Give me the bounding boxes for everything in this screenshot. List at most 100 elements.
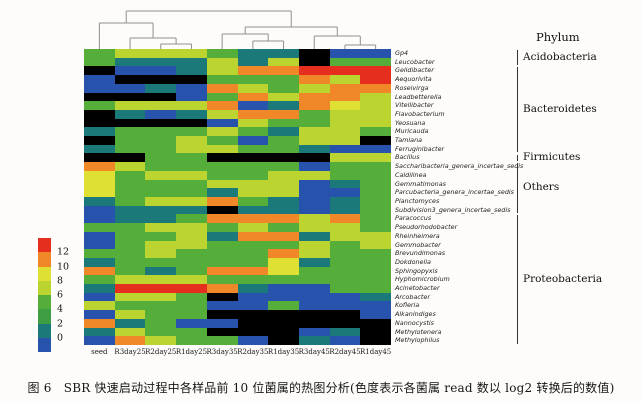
heatmap-cell — [176, 292, 208, 302]
heatmap-cell — [176, 162, 208, 172]
heatmap-cell — [84, 127, 116, 137]
heatmap-cell — [268, 327, 300, 337]
heatmap-cell — [114, 257, 146, 267]
heatmap-cell — [145, 223, 177, 233]
heatmap-cell — [237, 336, 269, 346]
heatmap-cell — [176, 275, 208, 285]
heatmap-cell — [114, 327, 146, 337]
legend-color-band — [38, 323, 51, 339]
legend-color-band — [38, 252, 51, 267]
genus-label: Kofleria — [395, 301, 420, 310]
heatmap-cell — [206, 336, 238, 346]
legend-color-band — [38, 295, 51, 310]
heatmap-cell — [237, 92, 269, 102]
genus-label: Leucobacter — [395, 57, 435, 66]
phylum-label: Bacteroidetes — [523, 102, 597, 115]
heatmap-cell — [145, 257, 177, 267]
heatmap-cell — [176, 101, 208, 111]
heatmap-cell — [298, 127, 330, 137]
heatmap-cell — [298, 284, 330, 294]
genus-label: Sphingopyxis — [395, 266, 438, 275]
heatmap-cell — [329, 301, 361, 311]
sample-label: R3day25 — [114, 348, 146, 356]
heatmap-cell — [329, 188, 361, 198]
heatmap-cell — [114, 57, 146, 67]
heatmap-cell — [237, 327, 269, 337]
heatmap-cell — [237, 301, 269, 311]
heatmap-cell — [268, 310, 300, 320]
heatmap-cell — [360, 83, 392, 93]
heatmap-cell — [298, 275, 330, 285]
heatmap-cell — [360, 109, 392, 119]
heatmap-cell — [145, 57, 177, 67]
heatmap-cell — [360, 292, 392, 302]
heatmap-cell — [329, 144, 361, 154]
heatmap-cell — [298, 66, 330, 76]
heatmap-cell — [298, 101, 330, 111]
heatmap-cell — [360, 336, 392, 346]
heatmap-cell — [114, 136, 146, 146]
heatmap-cell — [145, 310, 177, 320]
heatmap-cell — [206, 136, 238, 146]
heatmap-cell — [145, 292, 177, 302]
heatmap-cell — [298, 301, 330, 311]
heatmap-cell — [329, 214, 361, 224]
genus-label: Paracoccus — [395, 214, 432, 223]
heatmap-cell — [329, 127, 361, 137]
heatmap-cell — [237, 66, 269, 76]
heatmap-cell — [360, 188, 392, 198]
genus-label: Methylotenera — [395, 327, 442, 336]
heatmap-cell — [360, 310, 392, 320]
heatmap-cell — [329, 266, 361, 276]
heatmap-cell — [114, 336, 146, 346]
heatmap-cell — [206, 301, 238, 311]
heatmap-cell — [84, 57, 116, 67]
genus-label: Hyphomicrobium — [395, 275, 450, 284]
heatmap-cell — [237, 240, 269, 250]
heatmap-cell — [360, 92, 392, 102]
heatmap-cell — [176, 205, 208, 215]
heatmap-cell — [237, 170, 269, 180]
heatmap-cell — [145, 266, 177, 276]
heatmap-cell — [84, 249, 116, 259]
genus-label: Ferruginibacter — [395, 144, 445, 153]
heatmap-cell — [268, 170, 300, 180]
heatmap-cell — [114, 284, 146, 294]
heatmap-cell — [329, 327, 361, 337]
heatmap-cell — [329, 57, 361, 67]
column-dendrogram — [98, 10, 377, 49]
heatmap-cell — [84, 101, 116, 111]
heatmap-cell — [268, 101, 300, 111]
phylum-label: Proteobacteria — [523, 272, 603, 285]
heatmap-cell — [268, 136, 300, 146]
heatmap-cell — [206, 153, 238, 163]
heatmap-cell — [114, 249, 146, 259]
heatmap-cell — [206, 257, 238, 267]
heatmap-cell — [237, 257, 269, 267]
heatmap-cell — [206, 57, 238, 67]
heatmap-cell — [176, 214, 208, 224]
phylum-bracket — [517, 50, 518, 66]
genus-label: Alkanindiges — [395, 310, 436, 319]
heatmap-cell — [145, 188, 177, 198]
heatmap-cell — [206, 101, 238, 111]
heatmap-cell — [237, 284, 269, 294]
heatmap-cell — [114, 205, 146, 215]
heatmap-cell — [329, 275, 361, 285]
heatmap-cell — [268, 162, 300, 172]
heatmap-cell — [237, 136, 269, 146]
heatmap-cell — [145, 92, 177, 102]
heatmap-cell — [114, 231, 146, 241]
legend-tick-label: 4 — [57, 303, 64, 315]
heatmap-cell — [114, 301, 146, 311]
heatmap-cell — [237, 197, 269, 207]
heatmap-cell — [84, 49, 116, 59]
genus-label: Rheinheimera — [395, 231, 440, 240]
heatmap-cell — [298, 92, 330, 102]
heatmap-cell — [237, 101, 269, 111]
heatmap-cell — [237, 231, 269, 241]
heatmap-cell — [176, 327, 208, 337]
heatmap-cell — [298, 310, 330, 320]
heatmap-cell — [329, 66, 361, 76]
heatmap-cell — [176, 179, 208, 189]
